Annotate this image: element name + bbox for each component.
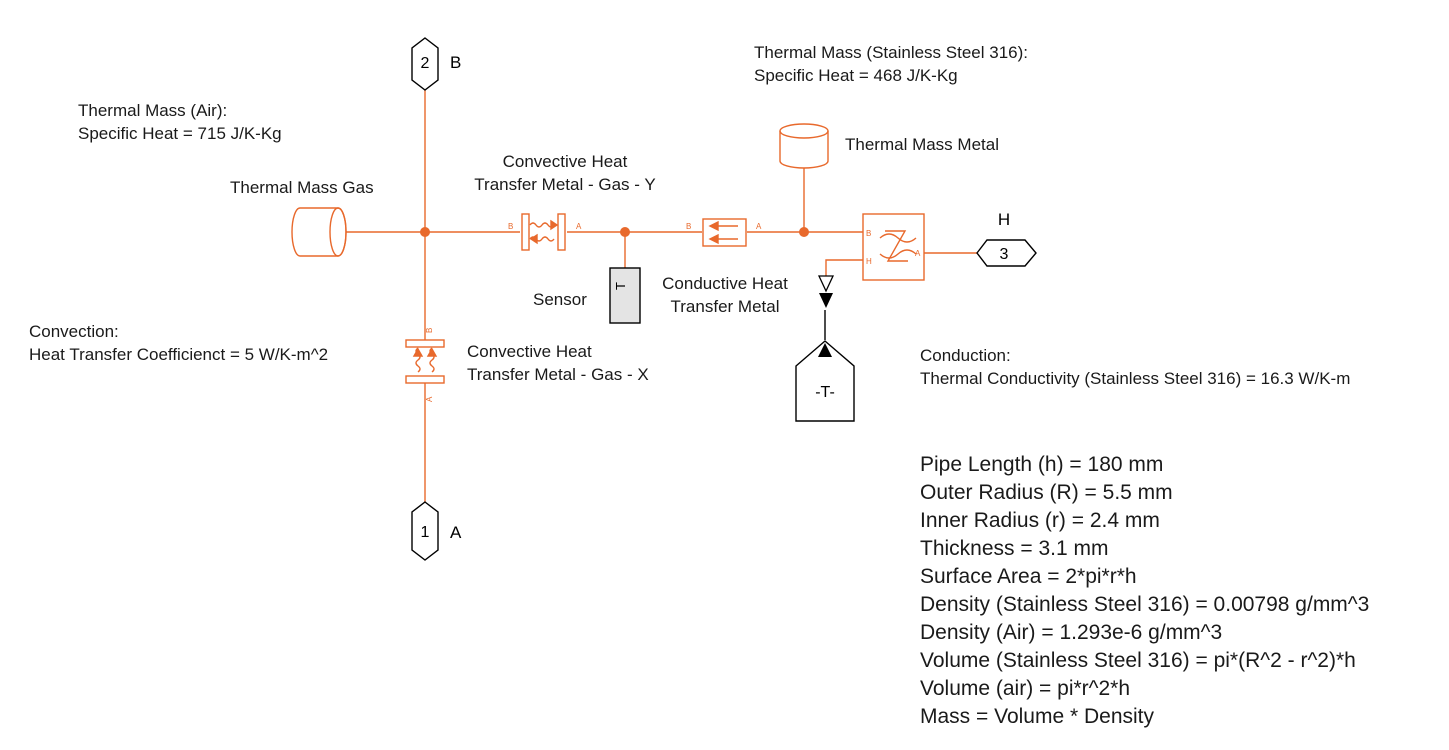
- parameter-line: Volume (Stainless Steel 316) = pi*(R^2 -…: [920, 649, 1356, 672]
- parameter-line: Thickness = 3.1 mm: [920, 537, 1109, 560]
- sensor-glyph: T: [613, 282, 628, 290]
- port-b-shape: [411, 37, 439, 91]
- port-h-shape: [976, 239, 1037, 267]
- parameter-line: Density (Stainless Steel 316) = 0.00798 …: [920, 593, 1370, 616]
- converter-icon: [862, 213, 925, 281]
- port-b-label: B: [450, 53, 461, 72]
- cylinder-icon: [291, 207, 347, 257]
- converter-port-b: B: [866, 229, 871, 238]
- junction-dots: [420, 227, 809, 237]
- signal-output-arrow: [817, 275, 835, 293]
- annotation-line: Thermal Mass (Air):: [78, 101, 228, 120]
- parameter-line: Density (Air) = 1.293e-6 g/mm^3: [920, 621, 1223, 644]
- junction-dot: [620, 227, 630, 237]
- junction-dot: [799, 227, 809, 237]
- thermal-mass-metal-block[interactable]: [779, 123, 829, 169]
- port-b-number: 2: [421, 55, 430, 72]
- conv-x-label: Convective Heat Transfer Metal - Gas - X: [467, 340, 649, 386]
- port-h-block[interactable]: 3 H: [976, 210, 1037, 267]
- cylinder-icon: [779, 123, 829, 169]
- label-line: Transfer Metal - Gas - Y: [474, 175, 656, 194]
- annotation-line: Conduction:: [920, 346, 1011, 365]
- goto-tag-label: -T-: [815, 384, 835, 401]
- annotation-line: Thermal Conductivity (Stainless Steel 31…: [920, 369, 1351, 388]
- convection-annotation: Convection: Heat Transfer Coefficienct =…: [29, 320, 328, 366]
- conductive-label: Conductive Heat Transfer Metal: [650, 272, 800, 318]
- thermal-mass-metal-label: Thermal Mass Metal: [845, 135, 999, 154]
- parameter-line: Outer Radius (R) = 5.5 mm: [920, 481, 1173, 504]
- port-a-label: A: [450, 523, 462, 542]
- conv-x-port-a: A: [425, 396, 434, 402]
- temperature-sensor-icon: [609, 267, 641, 324]
- parameter-line: Mass = Volume * Density: [920, 705, 1155, 728]
- port-h-label: H: [998, 210, 1010, 229]
- label-line: Transfer Metal: [670, 297, 780, 316]
- parameter-line: Inner Radius (r) = 2.4 mm: [920, 509, 1160, 532]
- conductive-port-b: B: [686, 222, 691, 231]
- wire-converter-signal[interactable]: [825, 259, 863, 276]
- label-line: Conductive Heat: [662, 274, 788, 293]
- air-mass-annotation: Thermal Mass (Air): Specific Heat = 715 …: [78, 99, 282, 145]
- parameter-list: Pipe Length (h) = 180 mm Outer Radius (R…: [920, 451, 1369, 731]
- signal-input-arrow: [819, 293, 833, 308]
- label-line: Convective Heat: [502, 152, 628, 171]
- sensor-block[interactable]: T: [609, 267, 641, 324]
- port-a-shape: [411, 501, 439, 561]
- converter-block[interactable]: B A H: [862, 213, 925, 281]
- conduction-annotation: Conduction: Thermal Conductivity (Stainl…: [920, 344, 1350, 390]
- port-b-block[interactable]: 2 B: [411, 37, 461, 91]
- annotation-line: Specific Heat = 468 J/K-Kg: [754, 66, 958, 85]
- annotation-line: Specific Heat = 715 J/K-Kg: [78, 124, 282, 143]
- parameter-line: Surface Area = 2*pi*r*h: [920, 565, 1137, 588]
- thermal-mass-gas-label: Thermal Mass Gas: [230, 178, 374, 197]
- sensor-label: Sensor: [533, 290, 587, 309]
- port-h-number: 3: [1000, 246, 1009, 263]
- converter-port-a: A: [915, 249, 921, 258]
- steel-mass-annotation: Thermal Mass (Stainless Steel 316): Spec…: [754, 41, 1028, 87]
- conv-x-block[interactable]: B A: [405, 328, 445, 402]
- conv-x-port-b: B: [425, 328, 434, 333]
- conv-y-label: Convective Heat Transfer Metal - Gas - Y: [465, 150, 665, 196]
- parameter-line: Volume (air) = pi*r^2*h: [920, 677, 1131, 700]
- conv-y-port-a: A: [576, 222, 582, 231]
- label-line: Convective Heat: [467, 342, 592, 361]
- junction-dot: [420, 227, 430, 237]
- port-a-block[interactable]: 1 A: [411, 501, 462, 561]
- annotation-line: Heat Transfer Coefficienct = 5 W/K-m^2: [29, 345, 329, 364]
- conductive-port-a: A: [756, 222, 762, 231]
- parameter-line: Pipe Length (h) = 180 mm: [920, 453, 1164, 476]
- signal-arrows: [817, 275, 835, 308]
- convection-icon: [405, 339, 445, 384]
- conduction-icon: [702, 218, 747, 247]
- thermal-mass-gas-block[interactable]: [291, 207, 347, 257]
- goto-tag-block[interactable]: -T-: [795, 340, 855, 422]
- convection-icon: [521, 213, 566, 251]
- label-line: Transfer Metal - Gas - X: [467, 365, 649, 384]
- annotation-line: Convection:: [29, 322, 119, 341]
- conductive-block[interactable]: B A: [686, 218, 762, 247]
- annotation-line: Thermal Mass (Stainless Steel 316):: [754, 43, 1028, 62]
- converter-port-h: H: [866, 257, 872, 266]
- goto-tag-shape: [795, 340, 855, 422]
- conv-y-port-b: B: [508, 222, 513, 231]
- conv-y-block[interactable]: B A: [508, 213, 582, 251]
- port-a-number: 1: [421, 524, 430, 541]
